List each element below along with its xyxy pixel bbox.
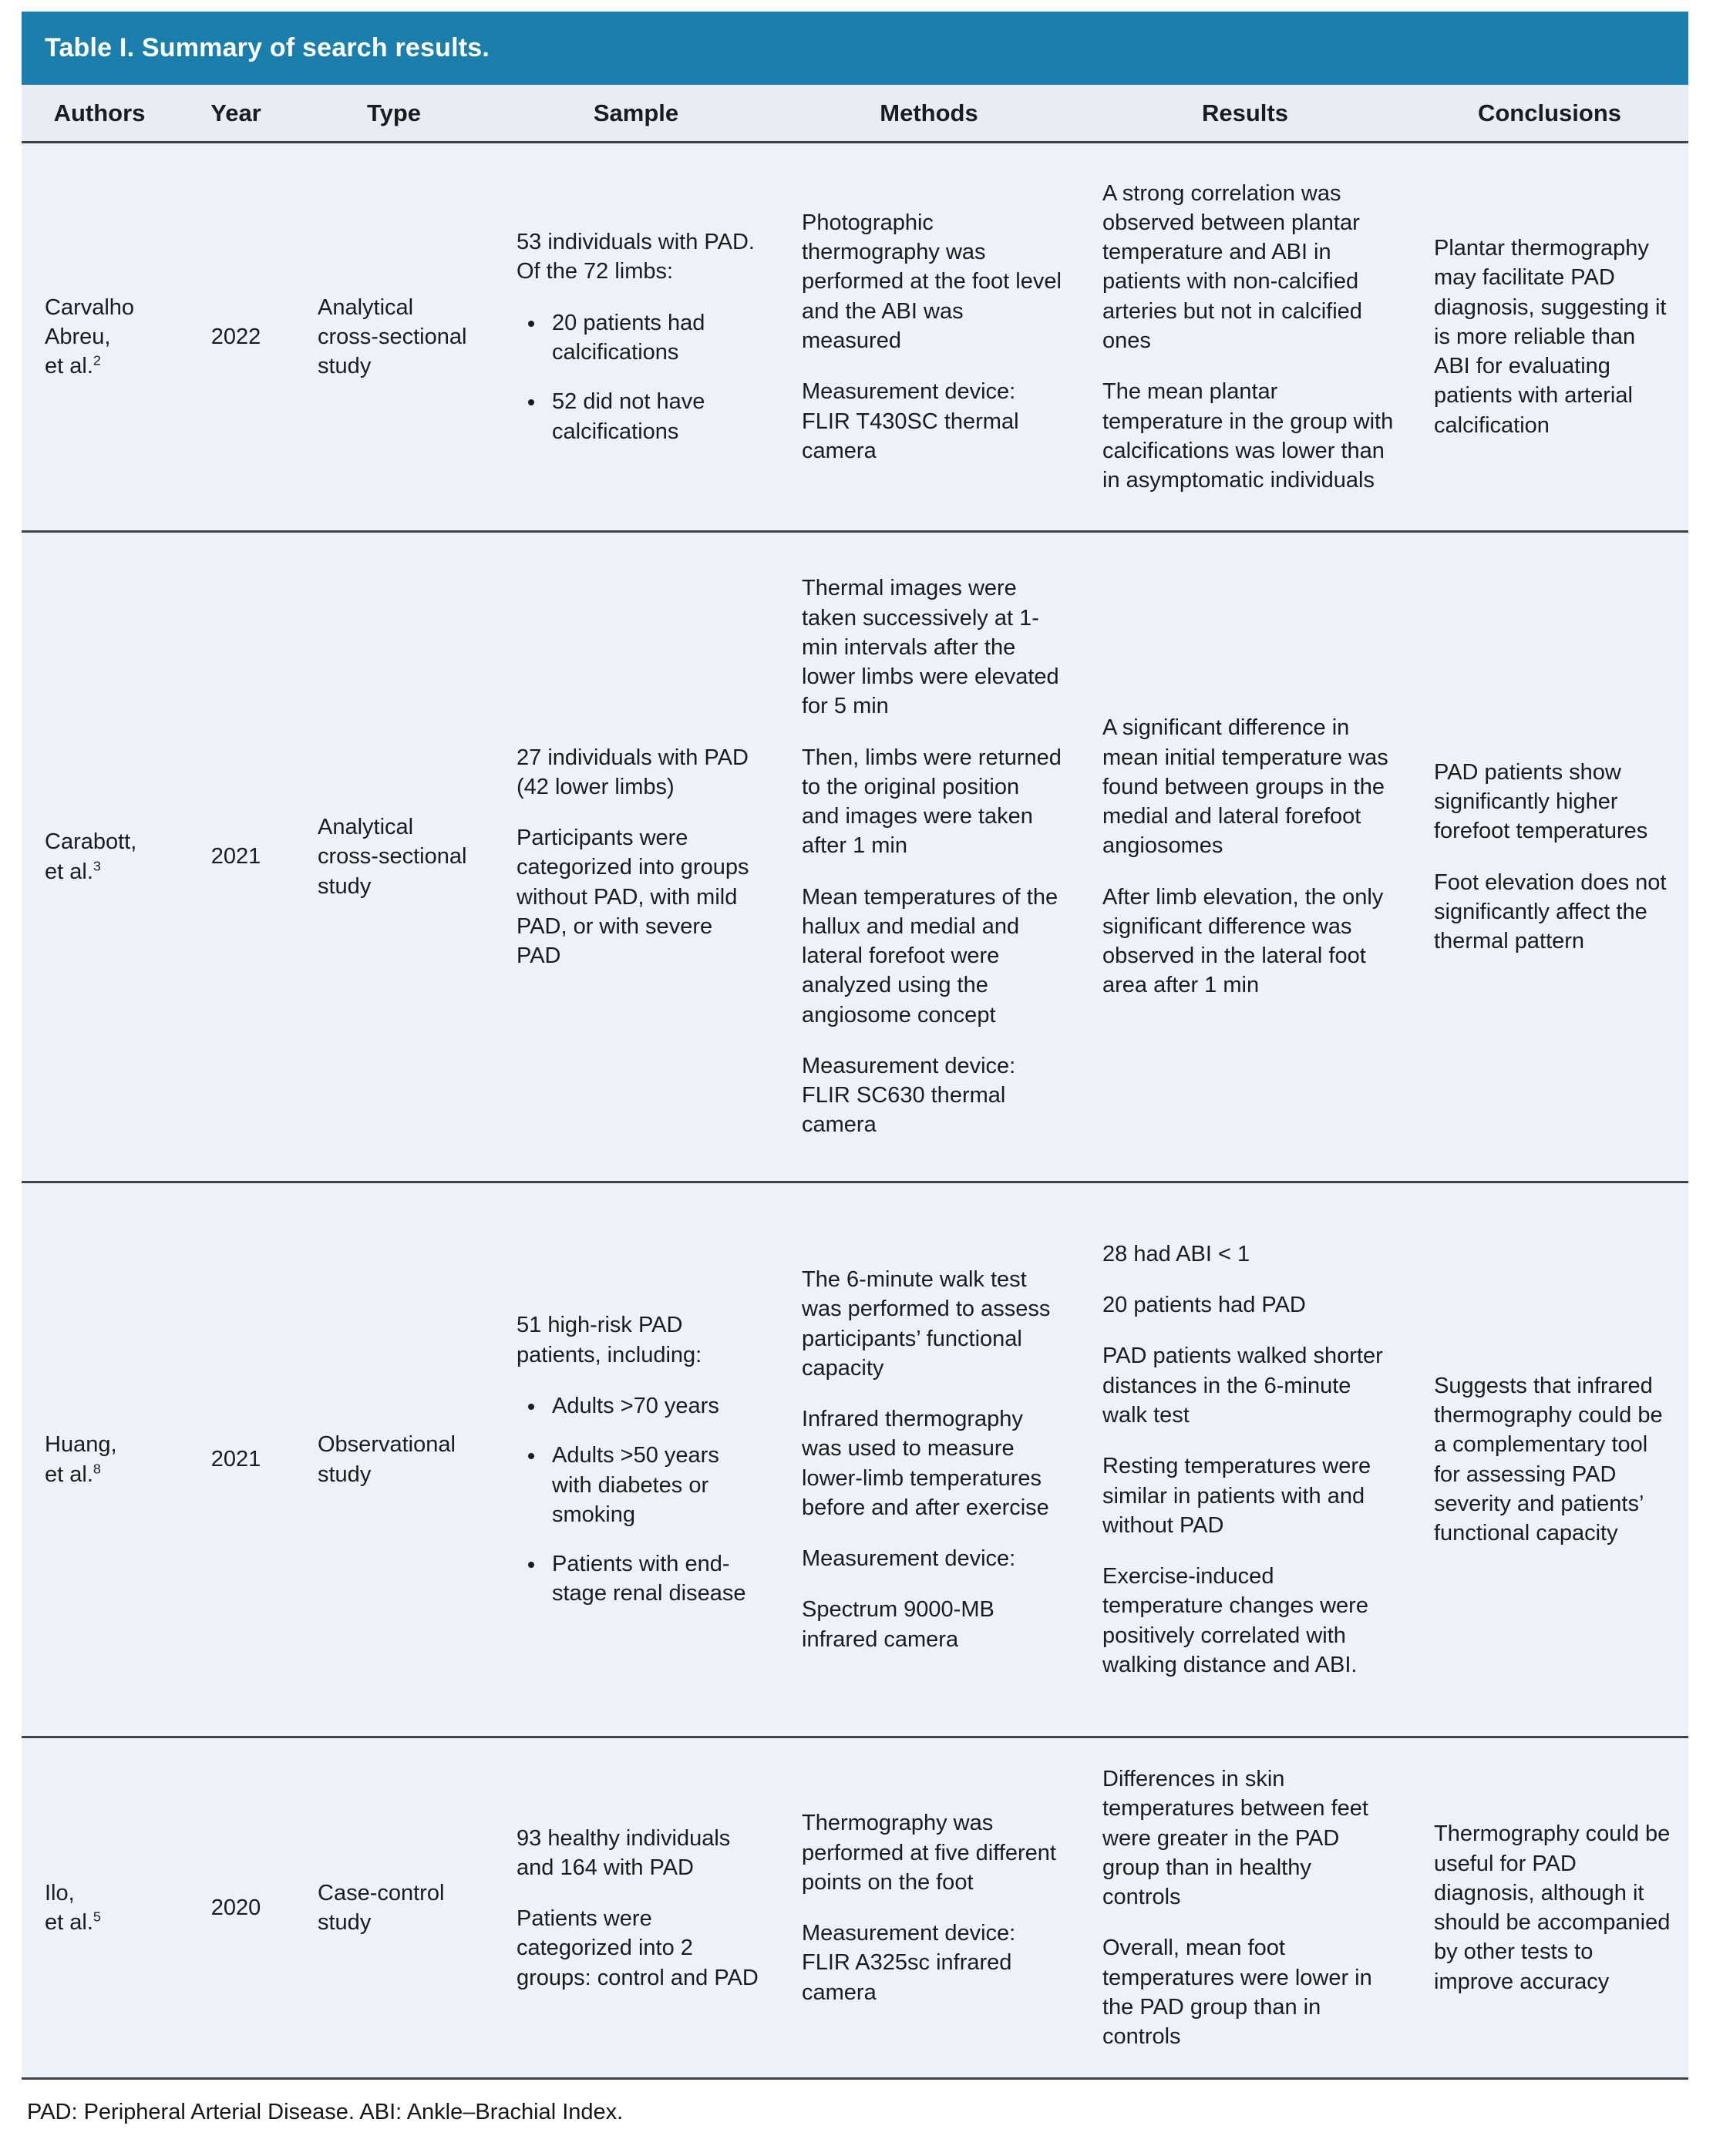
paragraph: Plantar thermography may facilitate PAD … <box>1434 236 1667 438</box>
table-row: Carabott, et al.3 2021 Analytical cross-s… <box>22 530 1688 1181</box>
paragraph: 27 individuals with PAD (42 lower limbs) <box>517 745 749 799</box>
cell-results: 28 had ABI < 1 20 patients had PAD PAD p… <box>1079 1183 1411 1736</box>
cell-methods: Thermography was performed at five diffe… <box>779 1738 1079 2077</box>
bullet-item: Adults >50 years with diabetes or smokin… <box>546 1441 762 1529</box>
study-type: Case-control study <box>318 1880 445 1936</box>
table-footnote: PAD: Peripheral Arterial Disease. ABI: A… <box>27 2100 624 2125</box>
paragraph: Thermography could be useful for PAD dia… <box>1434 1821 1671 1994</box>
cell-year: 2021 <box>210 844 261 869</box>
cell-year: 2022 <box>210 324 261 349</box>
bullet-item: 20 patients had calcifications <box>546 308 762 368</box>
column-header-authors: Authors <box>53 99 146 126</box>
paragraph: 28 had ABI < 1 <box>1102 1241 1250 1266</box>
table-row: Ilo, et al.5 2020 Case-control study 93 h… <box>22 1736 1688 2080</box>
paragraph: Resting temperatures were similar in pat… <box>1102 1454 1371 1538</box>
paragraph: PAD patients show significantly higher f… <box>1434 759 1648 844</box>
table-row: Huang, et al.8 2021 Observational study 5… <box>22 1181 1688 1736</box>
paragraph: PAD patients walked shorter distances in… <box>1102 1344 1383 1428</box>
cell-authors: Carabott, et al.3 <box>22 533 177 1181</box>
cell-sample: 51 high-risk PAD patients, including: Ad… <box>493 1183 779 1736</box>
cell-sample: 93 healthy individuals and 164 with PAD … <box>493 1738 779 2077</box>
paragraph: After limb elevation, the only significa… <box>1102 884 1384 998</box>
cell-type: Analytical cross-sectional study <box>294 533 493 1181</box>
cell-results: A significant difference in mean initial… <box>1079 533 1411 1181</box>
cell-type: Analytical cross-sectional study <box>294 143 493 530</box>
bullet-item: 52 did not have calcifications <box>546 387 762 446</box>
paragraph: The 6-minute walk test was performed to … <box>802 1267 1051 1381</box>
cell-conclusions: Suggests that infrared thermography coul… <box>1411 1183 1688 1736</box>
paragraph: Thermography was performed at five diffe… <box>802 1811 1056 1895</box>
cell-year: 2021 <box>210 1447 261 1472</box>
paragraph: Spectrum 9000-MB infrared camera <box>802 1597 994 1652</box>
table-header-row: Authors Year Type Sample Methods Results… <box>22 85 1688 141</box>
paragraph: Measurement device: <box>802 1546 1016 1572</box>
paragraph: Measurement device: FLIR T430SC thermal … <box>802 379 1019 463</box>
column-header-results: Results <box>1202 99 1288 126</box>
paragraph: Exercise-induced temperature changes wer… <box>1102 1564 1368 1677</box>
author-name: Huang, et al.8 <box>45 1432 117 1487</box>
study-type: Analytical cross-sectional study <box>318 815 467 899</box>
column-header-methods: Methods <box>880 99 978 126</box>
cell-methods: The 6-minute walk test was performed to … <box>779 1183 1079 1736</box>
paragraph: 93 healthy individuals and 164 with PAD <box>517 1825 731 1880</box>
bullet-list: 20 patients had calcifications 52 did no… <box>517 308 762 446</box>
cell-authors: Carvalho Abreu, et al.2 <box>22 143 177 530</box>
paragraph: Overall, mean foot temperatures were low… <box>1102 1936 1372 2050</box>
paragraph: 51 high-risk PAD patients, including: <box>517 1313 702 1367</box>
paragraph: Then, limbs were returned to the origina… <box>802 745 1062 859</box>
cell-type: Case-control study <box>294 1738 493 2077</box>
cell-type: Observational study <box>294 1183 493 1736</box>
paragraph: Thermal images were taken successively a… <box>802 576 1059 719</box>
paragraph: Photographic thermography was performed … <box>802 210 1062 353</box>
paragraph: Patients were categorized into 2 groups:… <box>517 1906 759 1990</box>
paragraph: Mean temperatures of the hallux and medi… <box>802 884 1058 1028</box>
paragraph: 20 patients had PAD <box>1102 1293 1306 1318</box>
summary-table: Table I. Summary of search results. Auth… <box>22 12 1688 2080</box>
cell-methods: Thermal images were taken successively a… <box>779 533 1079 1181</box>
author-name: Ilo, et al.5 <box>45 1880 101 1936</box>
column-header-type: Type <box>366 99 422 126</box>
column-header-conclusions: Conclusions <box>1477 99 1621 126</box>
cell-sample: 53 individuals with PAD. Of the 72 limbs… <box>493 143 779 530</box>
author-name: Carvalho Abreu, et al.2 <box>45 294 135 379</box>
cell-sample: 27 individuals with PAD (42 lower limbs)… <box>493 533 779 1181</box>
study-type: Observational study <box>318 1432 456 1487</box>
reference-superscript: 3 <box>93 857 101 873</box>
cell-conclusions: Plantar thermography may facilitate PAD … <box>1411 143 1688 530</box>
bullet-list: Adults >70 years Adults >50 years with d… <box>517 1391 762 1609</box>
cell-conclusions: Thermography could be useful for PAD dia… <box>1411 1738 1688 2077</box>
reference-superscript: 5 <box>93 1909 101 1925</box>
table-title-bar: Table I. Summary of search results. <box>22 12 1688 85</box>
reference-superscript: 8 <box>93 1460 101 1476</box>
cell-results: A strong correlation was observed betwee… <box>1079 143 1411 530</box>
paragraph: The mean plantar temperature in the grou… <box>1102 379 1394 493</box>
study-type: Analytical cross-sectional study <box>318 294 467 379</box>
paragraph: Suggests that infrared thermography coul… <box>1434 1373 1663 1546</box>
author-name: Carabott, et al.3 <box>45 829 137 884</box>
cell-results: Differences in skin temperatures between… <box>1079 1738 1411 2077</box>
paragraph: A significant difference in mean initial… <box>1102 715 1388 859</box>
bullet-item: Adults >70 years <box>546 1391 762 1421</box>
cell-year: 2020 <box>210 1895 261 1921</box>
paragraph: Participants were categorized into group… <box>517 826 749 969</box>
table-title: Table I. Summary of search results. <box>45 33 490 62</box>
cell-conclusions: PAD patients show significantly higher f… <box>1411 533 1688 1181</box>
column-header-sample: Sample <box>593 99 679 126</box>
paragraph: Measurement device: FLIR SC630 thermal c… <box>802 1053 1016 1138</box>
table-row: Carvalho Abreu, et al.2 2022 Analytical c… <box>22 141 1688 530</box>
reference-superscript: 2 <box>93 352 101 368</box>
paragraph: Measurement device: FLIR A325sc infrared… <box>802 1921 1016 2005</box>
cell-authors: Huang, et al.8 <box>22 1183 177 1736</box>
bullet-item: Patients with end-stage renal disease <box>546 1549 762 1609</box>
paragraph: Infrared thermography was used to measur… <box>802 1407 1049 1520</box>
paragraph: A strong correlation was observed betwee… <box>1102 180 1362 353</box>
paragraph: Differences in skin temperatures between… <box>1102 1767 1368 1910</box>
cell-authors: Ilo, et al.5 <box>22 1738 177 2077</box>
cell-methods: Photographic thermography was performed … <box>779 143 1079 530</box>
paragraph: 53 individuals with PAD. Of the 72 limbs… <box>517 230 755 284</box>
paragraph: Foot elevation does not significantly af… <box>1434 869 1667 954</box>
column-header-year: Year <box>210 99 261 126</box>
